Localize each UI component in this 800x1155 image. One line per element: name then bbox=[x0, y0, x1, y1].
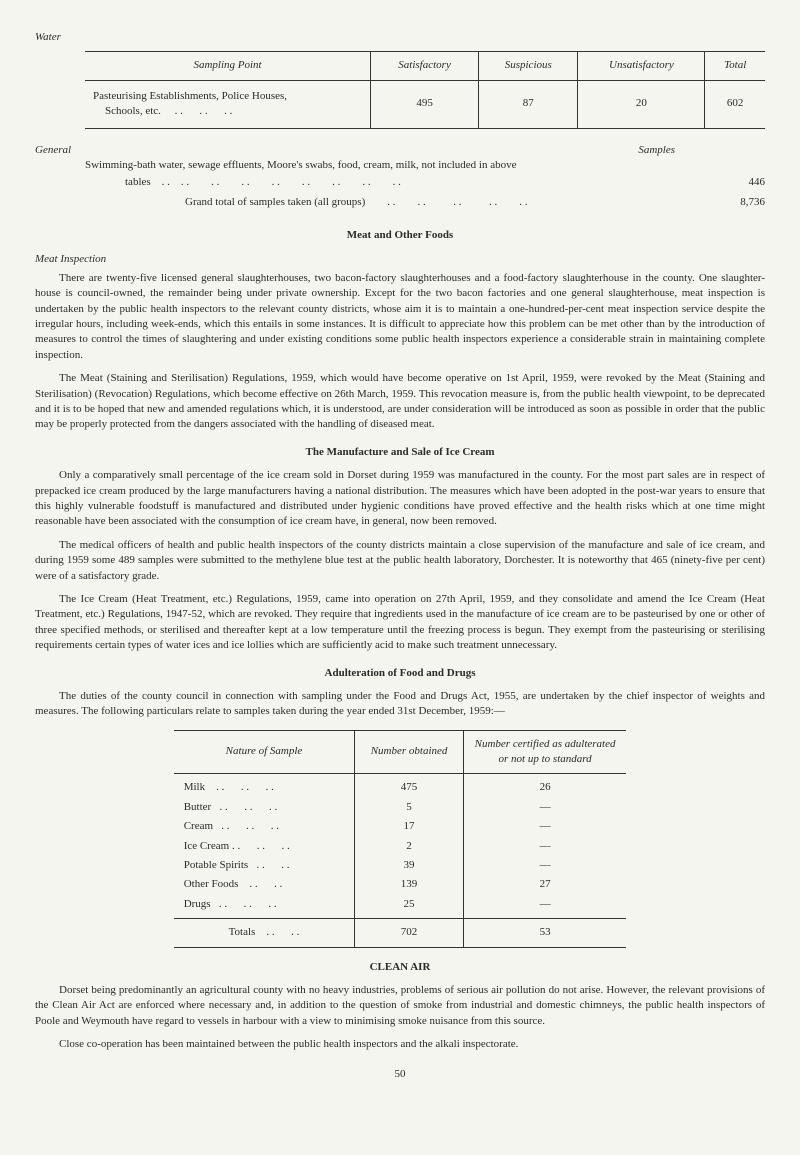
meat-inspection-label: Meat Inspection bbox=[35, 252, 765, 267]
adult-para1: The duties of the county council in conn… bbox=[35, 689, 765, 720]
drugs-num: 25 bbox=[355, 895, 464, 919]
cream-num: 17 bbox=[355, 817, 464, 836]
row-dots: . . . . . . bbox=[164, 105, 233, 117]
col-total: Total bbox=[705, 52, 765, 80]
totals-row: Totals . . . . 702 53 bbox=[174, 919, 627, 947]
butter-cert: — bbox=[463, 798, 626, 817]
table-row: Drugs . . . . . . 25 — bbox=[174, 895, 627, 919]
ice-para2: The medical officers of health and publi… bbox=[35, 538, 765, 584]
totals-num: 702 bbox=[355, 919, 464, 947]
meat-para2: The Meat (Staining and Sterilisation) Re… bbox=[35, 371, 765, 433]
col-satisfactory: Satisfactory bbox=[371, 52, 479, 80]
clean-para2: Close co-operation has been maintained b… bbox=[35, 1037, 765, 1052]
samples-label: Samples bbox=[638, 143, 765, 158]
row-otherfoods: Other Foods bbox=[184, 878, 239, 890]
water-label: Water bbox=[35, 30, 765, 45]
ice-para3: The Ice Cream (Heat Treatment, etc.) Reg… bbox=[35, 592, 765, 654]
row-drugs: Drugs bbox=[184, 898, 211, 910]
otherfoods-num: 139 bbox=[355, 875, 464, 894]
table-row: Other Foods . . . . 139 27 bbox=[174, 875, 627, 894]
totals-label: Totals bbox=[229, 926, 256, 938]
row-milk: Milk bbox=[184, 781, 205, 793]
col-nature: Nature of Sample bbox=[174, 730, 355, 774]
cell-unsatisfactory: 20 bbox=[578, 80, 705, 128]
col-unsatisfactory: Unsatisfactory bbox=[578, 52, 705, 80]
cell-satisfactory: 495 bbox=[371, 80, 479, 128]
milk-num: 475 bbox=[355, 774, 464, 798]
table-row: Milk . . . . . . 475 26 bbox=[174, 774, 627, 798]
cell-suspicious: 87 bbox=[479, 80, 578, 128]
table-row: Pasteurising Establishments, Police Hous… bbox=[85, 80, 765, 128]
icecream-cert: — bbox=[463, 837, 626, 856]
row-label-1: Pasteurising Establishments, Police Hous… bbox=[93, 90, 287, 102]
col-sampling-point: Sampling Point bbox=[85, 52, 371, 80]
general-val1: 446 bbox=[705, 175, 765, 190]
general-val2: 8,736 bbox=[705, 195, 765, 210]
ice-para1: Only a comparatively small percentage of… bbox=[35, 468, 765, 530]
sampling-table: Sampling Point Satisfactory Suspicious U… bbox=[85, 51, 765, 128]
icecream-num: 2 bbox=[355, 837, 464, 856]
adult-heading: Adulteration of Food and Drugs bbox=[35, 666, 765, 681]
col-number-obtained: Number obtained bbox=[355, 730, 464, 774]
meat-heading: Meat and Other Foods bbox=[35, 228, 765, 243]
page-number: 50 bbox=[35, 1067, 765, 1082]
general-section: General Samples Swimming-bath water, sew… bbox=[35, 143, 765, 213]
cell-total: 602 bbox=[705, 80, 765, 128]
totals-cert: 53 bbox=[463, 919, 626, 947]
row-butter: Butter bbox=[184, 801, 212, 813]
row-cream: Cream bbox=[184, 820, 213, 832]
cream-cert: — bbox=[463, 817, 626, 836]
general-line2: Grand total of samples taken (all groups… bbox=[85, 195, 527, 210]
spirits-num: 39 bbox=[355, 856, 464, 875]
general-label: General bbox=[35, 143, 71, 158]
spirits-cert: — bbox=[463, 856, 626, 875]
col-certified: Number certified as adulterated or not u… bbox=[463, 730, 626, 774]
table-row: Potable Spirits . . . . 39 — bbox=[174, 856, 627, 875]
butter-num: 5 bbox=[355, 798, 464, 817]
row-spirits: Potable Spirits bbox=[184, 859, 248, 871]
milk-cert: 26 bbox=[463, 774, 626, 798]
otherfoods-cert: 27 bbox=[463, 875, 626, 894]
row-label-2: Schools, etc. bbox=[93, 105, 161, 117]
row-icecream: Ice Cream . . bbox=[184, 840, 241, 852]
col-suspicious: Suspicious bbox=[479, 52, 578, 80]
meat-para1: There are twenty-five licensed general s… bbox=[35, 271, 765, 363]
table-row: Ice Cream . . . . . . 2 — bbox=[174, 837, 627, 856]
table-row: Butter . . . . . . 5 — bbox=[174, 798, 627, 817]
clean-para1: Dorset being predominantly an agricultur… bbox=[35, 983, 765, 1029]
table-row: Cream . . . . . . 17 — bbox=[174, 817, 627, 836]
ice-heading: The Manufacture and Sale of Ice Cream bbox=[35, 445, 765, 460]
drugs-cert: — bbox=[463, 895, 626, 919]
general-line1b: tables . . . . . . . . . . . . . . . . .… bbox=[85, 175, 401, 190]
nature-sample-table: Nature of Sample Number obtained Number … bbox=[174, 730, 627, 948]
general-line1: Swimming-bath water, sewage effluents, M… bbox=[85, 158, 765, 173]
clean-heading: CLEAN AIR bbox=[35, 960, 765, 975]
